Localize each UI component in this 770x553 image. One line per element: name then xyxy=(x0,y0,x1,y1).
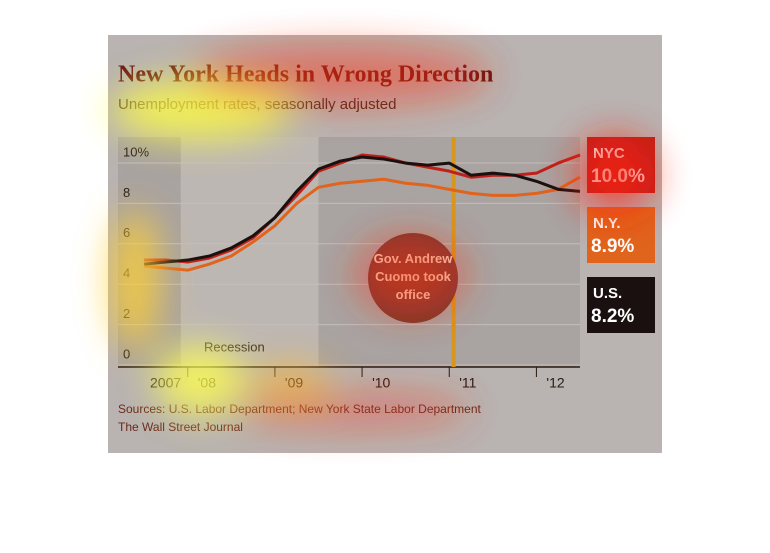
y-tick-label: 8 xyxy=(123,185,130,200)
series-line xyxy=(144,175,581,272)
recession-band xyxy=(180,137,319,367)
legend-name: N.Y. xyxy=(593,215,621,232)
legend-box: N.Y. 8.9% xyxy=(587,207,655,263)
x-tick-label: '10 xyxy=(372,375,390,391)
end-label: 8.2% xyxy=(591,306,634,327)
legend-background xyxy=(587,207,655,263)
series-line xyxy=(144,155,581,266)
end-label: 8.9% xyxy=(591,236,634,257)
legend-name: U.S. xyxy=(593,285,622,302)
legend-box: U.S. 8.2% xyxy=(587,277,655,333)
y-tick-label: 0 xyxy=(123,346,130,361)
x-tick-label: '12 xyxy=(546,375,564,391)
heatmap xyxy=(110,45,655,428)
x-tick-label: '11 xyxy=(459,375,476,391)
legend-background xyxy=(587,277,655,333)
y-tick-label: 10% xyxy=(123,144,149,159)
credit: The Wall Street Journal xyxy=(118,420,243,434)
